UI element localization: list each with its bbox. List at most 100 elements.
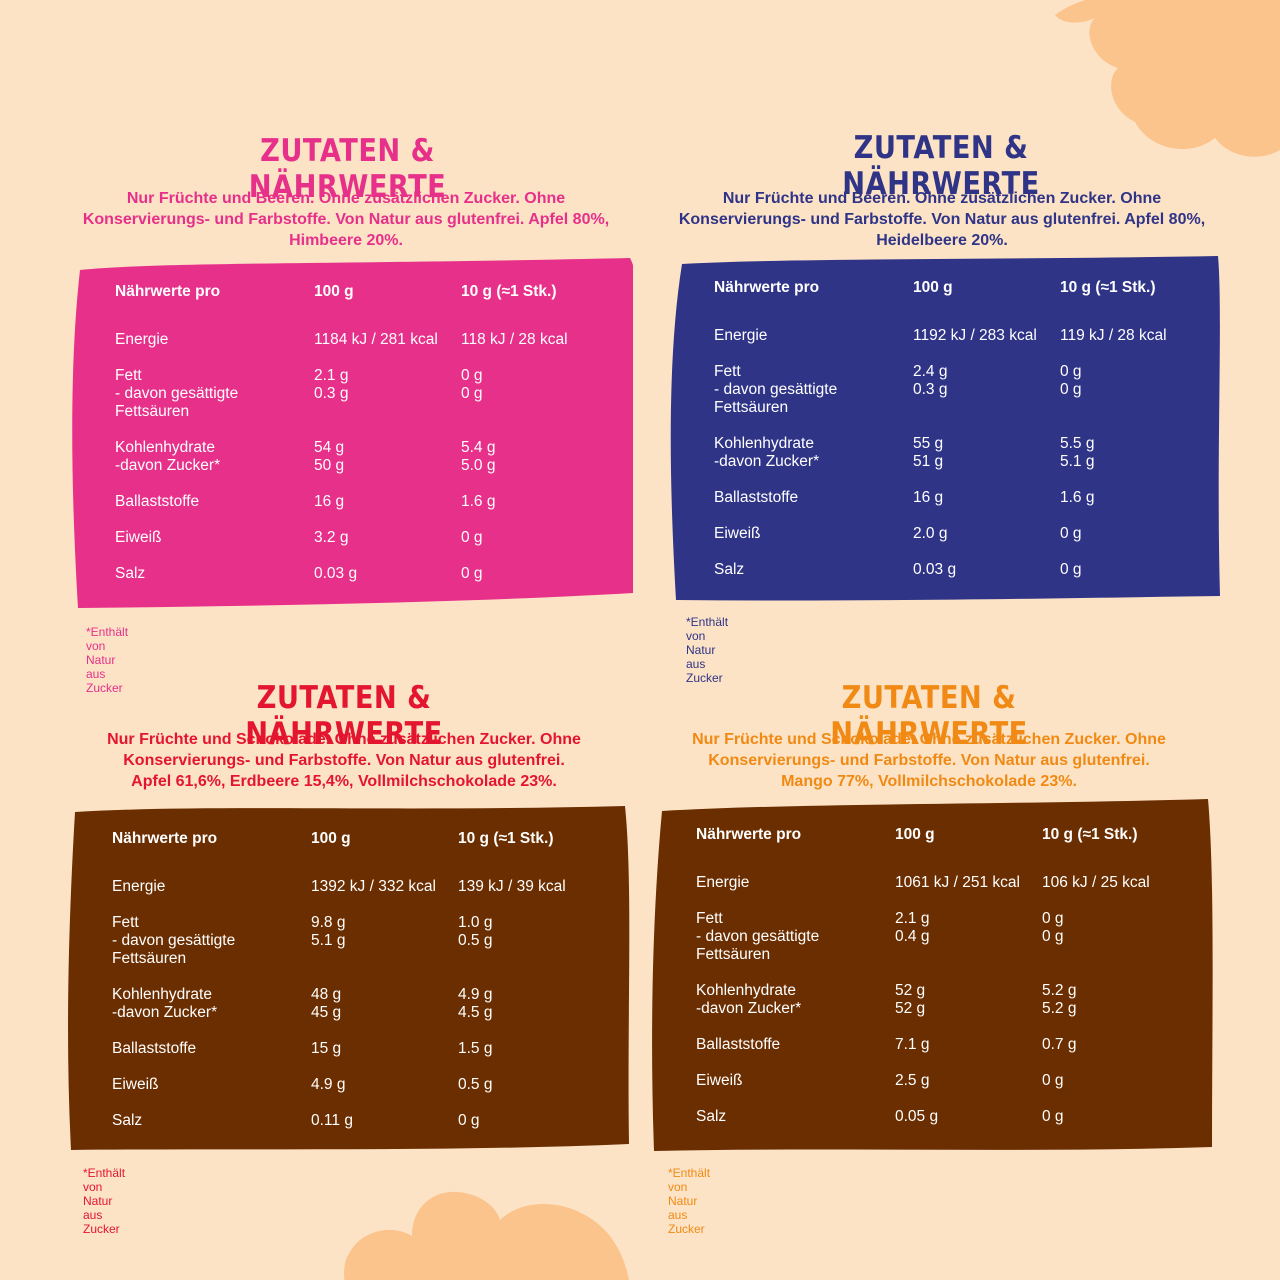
- bottom-blob: [344, 1191, 630, 1280]
- table-cell: 0 g: [458, 1112, 480, 1129]
- table-cell: Energie: [115, 331, 169, 348]
- table-cell: Fett - davon gesättigte Fettsäuren: [714, 363, 838, 416]
- table-cell: 1184 kJ / 281 kcal: [314, 331, 438, 348]
- table-cell: Eiweiß: [696, 1072, 743, 1089]
- nutrition-table-box: [70, 256, 633, 611]
- table-cell: 4.9 g: [311, 1076, 346, 1093]
- table-row: Ballaststoffe 15 g 1.5 g: [112, 1040, 588, 1058]
- table-row: Kohlenhydrate -davon Zucker* 52 g 52 g 5.2…: [696, 982, 1172, 1018]
- table-cell: 1061 kJ / 251 kcal: [895, 874, 1020, 891]
- ingredients-description: Nur Früchte und Schokolade. Ohne zusätzl…: [692, 731, 1166, 790]
- table-header-cell: 10 g (≈1 Stk.): [1060, 279, 1156, 296]
- table-row: Ballaststoffe 7.1 g 0.7 g: [696, 1036, 1172, 1054]
- table-cell: Kohlenhydrate -davon Zucker*: [112, 986, 218, 1021]
- table-cell: Eiweiß: [112, 1076, 159, 1093]
- table-header-cell: 100 g: [895, 826, 935, 843]
- table-cell: 16 g: [314, 493, 345, 510]
- table-header-row: Nährwerte pro 100 g 10 g (≈1 Stk.): [714, 279, 1190, 297]
- table-cell: 2.1 g 0.4 g: [895, 910, 930, 945]
- table-header-cell: Nährwerte pro: [696, 826, 802, 843]
- table-cell: Fett - davon gesättigte Fettsäuren: [112, 914, 236, 967]
- table-cell: Ballaststoffe: [112, 1040, 197, 1057]
- table-cell: 0.5 g: [458, 1076, 493, 1093]
- footnote: *Enthält von Natur aus Zucker: [83, 1166, 126, 1236]
- table-row: Ballaststoffe 16 g 1.6 g: [714, 489, 1190, 507]
- table-row: Energie 1061 kJ / 251 kcal 106 kJ / 25 kca…: [696, 874, 1172, 892]
- table-cell: Salz: [714, 561, 745, 578]
- table-row: Salz 0.03 g 0 g: [714, 561, 1190, 579]
- table-cell: 2.0 g: [913, 525, 948, 542]
- table-cell: 0 g: [1042, 1072, 1064, 1089]
- nutrition-table: Nährwerte pro 100 g 10 g (≈1 Stk.) Energie 1…: [115, 283, 591, 601]
- table-header-cell: 100 g: [314, 283, 354, 300]
- table-row: Kohlenhydrate -davon Zucker* 55 g 51 g 5.5…: [714, 435, 1190, 471]
- footnote: *Enthält von Natur aus Zucker: [686, 615, 729, 685]
- table-row: Kohlenhydrate -davon Zucker* 48 g 45 g 4.9…: [112, 986, 588, 1022]
- table-header-cell: Nährwerte pro: [115, 283, 221, 300]
- table-cell: Energie: [112, 878, 166, 895]
- table-background-shape: [72, 258, 633, 608]
- footnote: *Enthält von Natur aus Zucker: [86, 625, 129, 695]
- table-row: Salz 0.05 g 0 g: [696, 1108, 1172, 1126]
- table-cell: 16 g: [913, 489, 944, 506]
- table-row: Eiweiß 2.5 g 0 g: [696, 1072, 1172, 1090]
- table-cell: 0.05 g: [895, 1108, 939, 1125]
- table-cell: Ballaststoffe: [115, 493, 200, 510]
- table-row: Fett - davon gesättigte Fettsäuren 2.1 g …: [696, 910, 1172, 964]
- nutrition-table: Nährwerte pro 100 g 10 g (≈1 Stk.) Energie 1…: [112, 830, 588, 1148]
- table-cell: 15 g: [311, 1040, 342, 1057]
- table-cell: 3.2 g: [314, 529, 349, 546]
- table-cell: 119 kJ / 28 kcal: [1060, 327, 1167, 344]
- table-row: Energie 1192 kJ / 283 kcal 119 kJ / 28 kca…: [714, 327, 1190, 345]
- panel-title: ZUTATEN & NÄHRWERTE: [842, 130, 1040, 202]
- table-cell: 9.8 g 5.1 g: [311, 914, 346, 949]
- table-header-cell: 10 g (≈1 Stk.): [1042, 826, 1138, 843]
- table-cell: 0.03 g: [913, 561, 957, 578]
- table-cell: 7.1 g: [895, 1036, 930, 1053]
- table-header-cell: Nährwerte pro: [714, 279, 820, 296]
- panel-title: ZUTATEN & NÄHRWERTE: [245, 680, 443, 752]
- table-row: Eiweiß 2.0 g 0 g: [714, 525, 1190, 543]
- table-cell: 5.2 g 5.2 g: [1042, 982, 1077, 1017]
- table-cell: Fett - davon gesättigte Fettsäuren: [696, 910, 820, 963]
- table-cell: Kohlenhydrate -davon Zucker*: [115, 439, 221, 474]
- table-cell: 2.1 g 0.3 g: [314, 367, 349, 402]
- table-background-shape: [652, 799, 1213, 1151]
- table-background-shape: [670, 256, 1220, 601]
- table-cell: 5.4 g 5.0 g: [461, 439, 496, 474]
- table-cell: 1.6 g: [1060, 489, 1095, 506]
- table-cell: 0 g: [1060, 561, 1082, 578]
- table-header-row: Nährwerte pro 100 g 10 g (≈1 Stk.): [115, 283, 591, 301]
- table-cell: 0 g 0 g: [1060, 363, 1082, 398]
- panel-title: ZUTATEN & NÄHRWERTE: [830, 680, 1028, 752]
- table-cell: 4.9 g 4.5 g: [458, 986, 493, 1021]
- ingredients-description: Nur Früchte und Beeren. Ohne zusätzliche…: [678, 190, 1206, 249]
- nutrition-table-box: [652, 799, 1216, 1153]
- table-cell: Ballaststoffe: [696, 1036, 781, 1053]
- table-cell: 0 g 0 g: [461, 367, 483, 402]
- table-cell: 5.5 g 5.1 g: [1060, 435, 1095, 470]
- table-cell: 1.0 g 0.5 g: [458, 914, 493, 949]
- table-cell: 139 kJ / 39 kcal: [458, 878, 566, 895]
- table-cell: Energie: [714, 327, 768, 344]
- ingredients-description: Nur Früchte und Schokolade. Ohne zusätzl…: [107, 731, 581, 790]
- table-cell: Energie: [696, 874, 750, 891]
- table-cell: 2.4 g 0.3 g: [913, 363, 948, 398]
- table-cell: Fett - davon gesättigte Fettsäuren: [115, 367, 239, 420]
- table-cell: 54 g 50 g: [314, 439, 345, 474]
- table-cell: 0.03 g: [314, 565, 358, 582]
- table-header-row: Nährwerte pro 100 g 10 g (≈1 Stk.): [696, 826, 1172, 844]
- table-row: Fett - davon gesättigte Fettsäuren 9.8 g …: [112, 914, 588, 968]
- table-header-cell: 10 g (≈1 Stk.): [458, 830, 554, 847]
- table-row: Fett - davon gesättigte Fettsäuren 2.4 g …: [714, 363, 1190, 417]
- table-cell: Kohlenhydrate -davon Zucker*: [714, 435, 820, 470]
- table-row: Energie 1184 kJ / 281 kcal 118 kJ / 28 kca…: [115, 331, 591, 349]
- table-cell: Salz: [115, 565, 146, 582]
- table-cell: 48 g 45 g: [311, 986, 342, 1021]
- table-row: Eiweiß 4.9 g 0.5 g: [112, 1076, 588, 1094]
- table-background-shape: [68, 806, 630, 1150]
- table-row: Salz 0.11 g 0 g: [112, 1112, 588, 1130]
- table-cell: 1.5 g: [458, 1040, 493, 1057]
- table-row: Energie 1392 kJ / 332 kcal 139 kJ / 39 kca…: [112, 878, 588, 896]
